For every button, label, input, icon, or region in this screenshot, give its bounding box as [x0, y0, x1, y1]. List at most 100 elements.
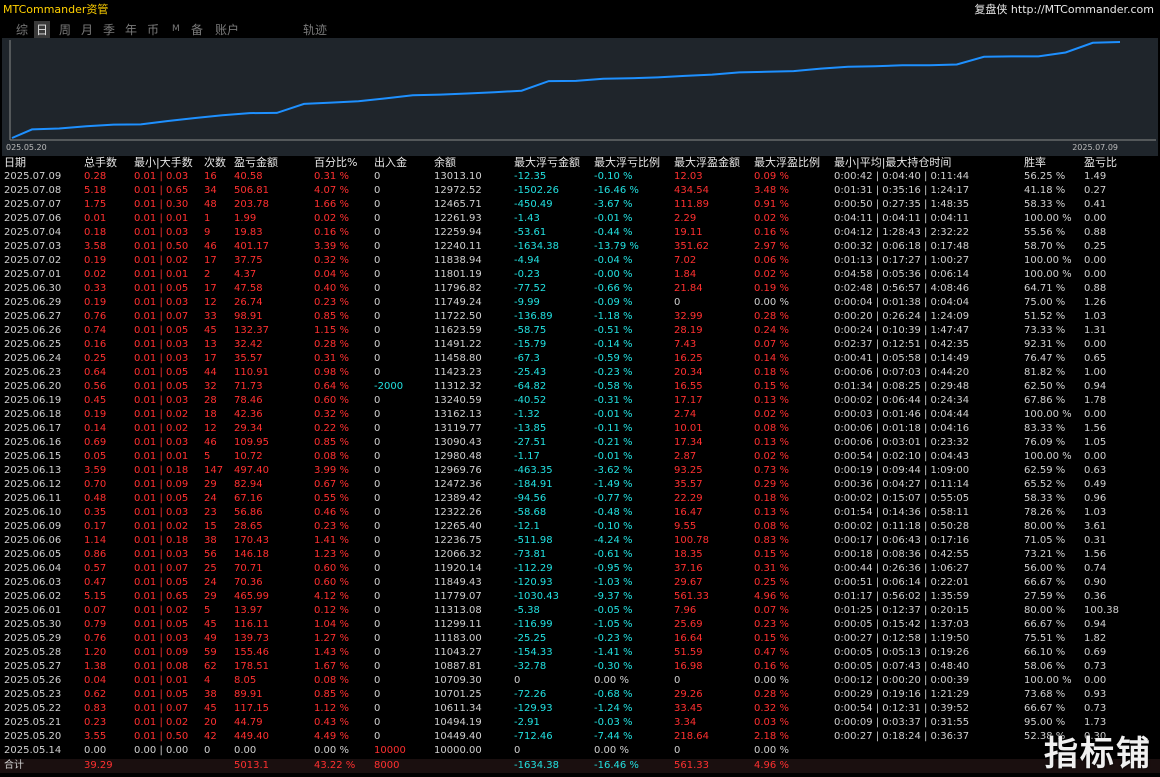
table-row[interactable]: 2025.07.06 0.01 0.01 | 0.01 1 1.99 0.02 % 0 122… — [0, 212, 1160, 226]
table-row[interactable]: 2025.06.09 0.17 0.01 | 0.02 15 28.65 0.23 % 0 1… — [0, 520, 1160, 534]
col-pl-ratio[interactable]: 盈亏比 — [1084, 156, 1117, 169]
cell-balance: 11043.27 — [434, 647, 482, 658]
tab-m[interactable]: M — [172, 24, 180, 34]
table-row[interactable]: 2025.06.05 0.86 0.01 | 0.03 56 146.18 1.23 % 0… — [0, 548, 1160, 562]
col-max-float-profit[interactable]: 最大浮盈金额 — [674, 156, 740, 169]
table-row[interactable]: 2025.07.03 3.58 0.01 | 0.50 46 401.17 3.39 % 0… — [0, 240, 1160, 254]
table-row[interactable]: 2025.05.30 0.79 0.01 | 0.05 45 116.11 1.04 % 0… — [0, 618, 1160, 632]
cell-deposit: 0 — [374, 451, 381, 462]
cell-win-rate: 100.00 % — [1024, 255, 1072, 266]
tab-overview[interactable]: 综 — [16, 23, 29, 37]
tab-notes[interactable]: 备 — [191, 23, 204, 37]
cell-max-float-loss: -463.35 — [514, 465, 553, 476]
table-row[interactable]: 2025.06.26 0.74 0.01 | 0.05 45 132.37 1.15 % 0… — [0, 324, 1160, 338]
cell-max-float-profit-pct: 0.15 % — [754, 549, 789, 560]
table-row[interactable]: 2025.06.15 0.05 0.01 | 0.01 5 10.72 0.08 % 0 12… — [0, 450, 1160, 464]
tab-monthly[interactable]: 月 — [81, 23, 94, 37]
cell-percent: 0.00 % — [314, 745, 349, 756]
col-max-float-loss[interactable]: 最大浮亏金额 — [514, 156, 580, 169]
col-win-rate[interactable]: 胜率 — [1024, 156, 1046, 169]
table-row[interactable]: 2025.05.22 0.83 0.01 | 0.07 45 117.15 1.12 % 0… — [0, 702, 1160, 716]
table-row[interactable]: 2025.06.30 0.33 0.01 | 0.05 17 47.58 0.40 % 0 1… — [0, 282, 1160, 296]
cell-min-max-lots: 0.01 | 0.05 — [134, 325, 189, 336]
cell-date: 2025.06.13 — [4, 465, 62, 476]
col-percent[interactable]: 百分比% — [314, 156, 358, 169]
table-row[interactable]: 2025.07.09 0.28 0.01 | 0.03 16 40.58 0.31 % 0 1… — [0, 170, 1160, 184]
col-date[interactable]: 日期 — [4, 156, 26, 169]
cell-max-float-loss-pct: -0.01 % — [594, 213, 633, 224]
table-row[interactable]: 2025.05.23 0.62 0.01 | 0.05 38 89.91 0.85 % 0 1… — [0, 688, 1160, 702]
table-row[interactable]: 2025.06.27 0.76 0.01 | 0.07 33 98.91 0.85 % 0 1… — [0, 310, 1160, 324]
table-row[interactable]: 2025.07.04 0.18 0.01 | 0.03 9 19.83 0.16 % 0 12… — [0, 226, 1160, 240]
table-row[interactable]: 2025.06.01 0.07 0.01 | 0.02 5 13.97 0.12 % 0 11… — [0, 604, 1160, 618]
table-row[interactable]: 2025.06.10 0.35 0.01 | 0.03 23 56.86 0.46 % 0 1… — [0, 506, 1160, 520]
table-row[interactable]: 2025.06.11 0.48 0.01 | 0.05 24 67.16 0.55 % 0 1… — [0, 492, 1160, 506]
tab-account[interactable]: 账户 — [215, 23, 240, 37]
cell-pl-ratio: 0.88 — [1084, 227, 1107, 238]
cell-balance: 12236.75 — [434, 535, 482, 546]
table-row[interactable]: 2025.06.03 0.47 0.01 | 0.05 24 70.36 0.60 % 0 1… — [0, 576, 1160, 590]
cell-win-rate: 100.00 % — [1024, 451, 1072, 462]
cell-hold-time: 0:00:54 | 0:02:10 | 0:04:43 — [834, 451, 970, 462]
tab-daily[interactable]: 日 — [34, 21, 51, 38]
cell-hold-time: 0:00:42 | 0:04:40 | 0:11:44 — [834, 171, 970, 182]
table-row[interactable]: 2025.06.20 0.56 0.01 | 0.05 32 71.73 0.64 % -2… — [0, 380, 1160, 394]
cell-total-lots: 0.01 — [84, 213, 107, 224]
col-deposit[interactable]: 出入金 — [374, 156, 407, 169]
table-row[interactable]: 2025.06.18 0.19 0.01 | 0.02 18 42.36 0.32 % 0 1… — [0, 408, 1160, 422]
col-hold-time[interactable]: 最小|平均|最大持仓时间 — [834, 156, 952, 169]
cell-win-rate: 66.10 % — [1024, 647, 1066, 658]
tab-quarterly[interactable]: 季 — [103, 23, 116, 37]
table-row[interactable]: 2025.06.02 5.15 0.01 | 0.65 29 465.99 4.12 % 0… — [0, 590, 1160, 604]
table-row[interactable]: 2025.06.12 0.70 0.01 | 0.09 29 82.94 0.67 % 0 1… — [0, 478, 1160, 492]
table-row[interactable]: 2025.06.23 0.64 0.01 | 0.05 44 110.91 0.98 % 0… — [0, 366, 1160, 380]
cell-max-float-loss: -40.52 — [514, 395, 547, 406]
table-row[interactable]: 2025.05.28 1.20 0.01 | 0.09 59 155.46 1.43 % 0… — [0, 646, 1160, 660]
cell-pnl: 178.51 — [234, 661, 269, 672]
table-row[interactable]: 2025.06.24 0.25 0.01 | 0.03 17 35.57 0.31 % 0 1… — [0, 352, 1160, 366]
col-min-max-lots[interactable]: 最小|大手数 — [134, 156, 193, 169]
cell-percent: 0.60 % — [314, 577, 349, 588]
col-pnl[interactable]: 盈亏金额 — [234, 156, 278, 169]
cell-max-float-loss: -12.1 — [514, 521, 540, 532]
table-row[interactable]: 2025.05.26 0.04 0.01 | 0.01 4 8.05 0.08 % 0 107… — [0, 674, 1160, 688]
table-row[interactable]: 2025.06.06 1.14 0.01 | 0.18 38 170.43 1.41 % 0… — [0, 534, 1160, 548]
cell-pl-ratio: 0.00 — [1084, 451, 1107, 462]
table-row[interactable]: 2025.06.25 0.16 0.01 | 0.03 13 32.42 0.28 % 0 1… — [0, 338, 1160, 352]
col-total-lots[interactable]: 总手数 — [84, 156, 117, 169]
table-row[interactable]: 2025.05.27 1.38 0.01 | 0.08 62 178.51 1.67 % 0… — [0, 660, 1160, 674]
table-row[interactable]: 2025.06.04 0.57 0.01 | 0.07 25 70.71 0.60 % 0 1… — [0, 562, 1160, 576]
period-tabs: 综 日 周 月 季 年 币 M 备 账户 轨迹 — [0, 18, 1160, 38]
cell-total-lots: 0.70 — [84, 479, 107, 490]
tab-trajectory[interactable]: 轨迹 — [303, 23, 328, 37]
col-max-float-profit-pct[interactable]: 最大浮盈比例 — [754, 156, 820, 169]
col-balance[interactable]: 余额 — [434, 156, 456, 169]
table-row[interactable]: 2025.05.14 0.00 0.00 | 0.00 0 0.00 0.00 % 1000… — [0, 744, 1160, 758]
table-row[interactable]: 2025.07.07 1.75 0.01 | 0.30 48 203.78 1.66 % 0… — [0, 198, 1160, 212]
cell-pnl: 401.17 — [234, 241, 269, 252]
table-row[interactable]: 2025.06.19 0.45 0.01 | 0.03 28 78.46 0.60 % 0 1… — [0, 394, 1160, 408]
brand-link[interactable]: 复盘侠 http://MTCommander.com — [974, 3, 1154, 16]
table-row[interactable]: 2025.06.29 0.19 0.01 | 0.03 12 26.74 0.23 % 0 1… — [0, 296, 1160, 310]
table-row[interactable]: 2025.07.02 0.19 0.01 | 0.02 17 37.75 0.32 % 0 1… — [0, 254, 1160, 268]
col-count[interactable]: 次数 — [204, 156, 226, 169]
table-row[interactable]: 2025.05.20 3.55 0.01 | 0.50 42 449.40 4.49 % 0… — [0, 730, 1160, 744]
cell-pl-ratio: 0.00 — [1084, 339, 1107, 350]
tab-weekly[interactable]: 周 — [59, 23, 72, 37]
tab-yearly[interactable]: 年 — [125, 23, 138, 37]
cell-win-rate: 62.50 % — [1024, 381, 1066, 392]
table-row[interactable]: 2025.06.16 0.69 0.01 | 0.03 46 109.95 0.85 % 0… — [0, 436, 1160, 450]
cell-win-rate: 58.06 % — [1024, 661, 1066, 672]
tab-currency[interactable]: 币 — [147, 23, 160, 37]
cell-max-float-loss: -4.94 — [514, 255, 540, 266]
table-row[interactable]: 2025.06.17 0.14 0.01 | 0.02 12 29.34 0.22 % 0 1… — [0, 422, 1160, 436]
table-row[interactable]: 2025.07.01 0.02 0.01 | 0.01 2 4.37 0.04 % 0 118… — [0, 268, 1160, 282]
table-row[interactable]: 2025.05.21 0.23 0.01 | 0.02 20 44.79 0.43 % 0 1… — [0, 716, 1160, 730]
table-row[interactable]: 2025.07.08 5.18 0.01 | 0.65 34 506.81 4.07 % 0… — [0, 184, 1160, 198]
cell-max-float-loss: -154.33 — [514, 647, 553, 658]
col-max-float-loss-pct[interactable]: 最大浮亏比例 — [594, 156, 660, 169]
table-row[interactable]: 2025.06.13 3.59 0.01 | 0.18 147 497.40 3.99 %… — [0, 464, 1160, 478]
cell-pl-ratio: 0.27 — [1084, 185, 1107, 196]
table-row[interactable]: 2025.05.29 0.76 0.01 | 0.03 49 139.73 1.27 % 0… — [0, 632, 1160, 646]
cell-min-max-lots: 0.01 | 0.02 — [134, 605, 189, 616]
